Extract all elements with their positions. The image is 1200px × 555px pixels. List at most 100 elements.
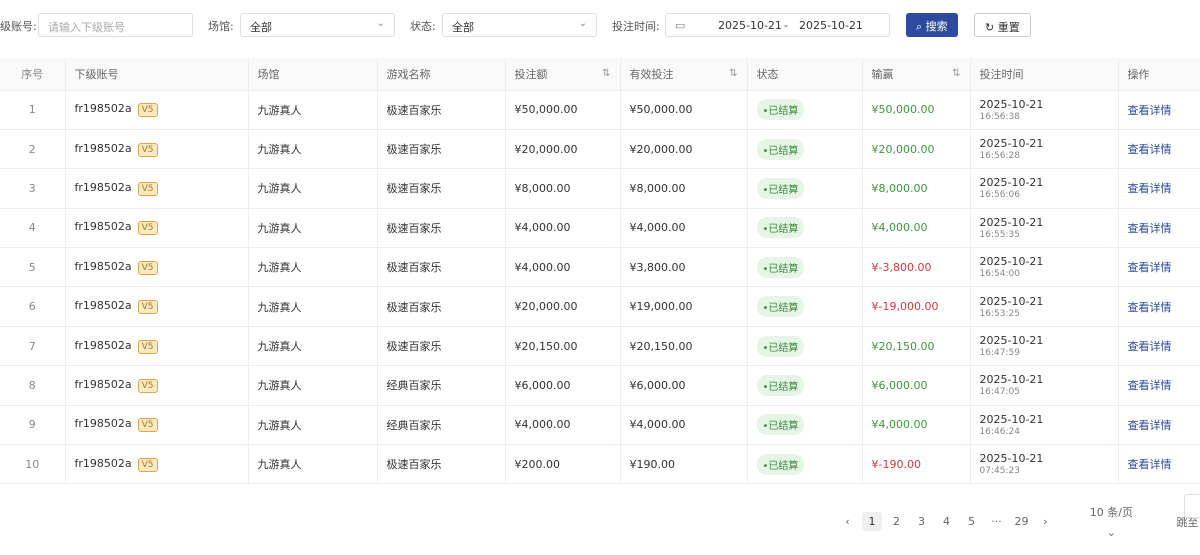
sort-icon[interactable]: ⇅ <box>952 68 961 79</box>
chevron-down-icon: ⌄ <box>376 18 385 29</box>
view-details-link[interactable]: 查看详情 <box>1127 182 1172 196</box>
page-size-select[interactable]: 10 条/页 ⌄ <box>1076 498 1147 545</box>
row-index: 9 <box>0 405 66 446</box>
chevron-down-icon: ⌄ <box>578 18 587 29</box>
time-label: 投注时间: <box>612 20 660 33</box>
time-cell: 2025-10-21 16:47:59 <box>970 326 1119 367</box>
view-details-link[interactable]: 查看详情 <box>1127 418 1172 432</box>
action-cell: 查看详情 <box>1118 208 1200 249</box>
account-id: fr198502a <box>74 259 132 273</box>
jump-label: 跳至 <box>1176 515 1199 529</box>
col-valid-label: 有效投注 <box>629 67 674 81</box>
bet-table: 序号 下级账号 场馆 游戏名称 投注额 ⇅ 有效投注 ⇅ 状态 输赢 ⇅ 投注时间 操… <box>0 58 1200 485</box>
status-cell: •已结算 <box>747 444 863 485</box>
venue-cell: 九游真人 <box>248 405 378 446</box>
venue-select[interactable]: 全部 ⌄ <box>240 13 395 37</box>
page-button[interactable]: 4 <box>943 515 950 528</box>
bet-date: 2025-10-21 <box>979 334 1044 348</box>
col-winloss[interactable]: 输赢 ⇅ <box>862 58 971 91</box>
col-bet[interactable]: 投注额 ⇅ <box>505 58 621 91</box>
bet-time: 16:47:05 <box>979 387 1020 398</box>
account-input[interactable]: 请输入下级账号 <box>38 13 193 37</box>
status-value: 全部 <box>452 21 474 34</box>
row-index: 7 <box>0 326 66 367</box>
view-details-link[interactable]: 查看详情 <box>1127 103 1172 117</box>
account-id: fr198502a <box>74 220 132 234</box>
time-cell: 2025-10-21 07:45:23 <box>970 444 1119 485</box>
vip-badge: V5 <box>137 181 158 196</box>
chevron-down-icon: ⌄ <box>1106 526 1116 539</box>
view-details-link[interactable]: 查看详情 <box>1127 379 1172 393</box>
page-button[interactable]: 5 <box>968 515 975 528</box>
action-cell: 查看详情 <box>1118 90 1200 130</box>
prev-page-button[interactable]: ‹ <box>845 515 850 528</box>
venue-label: 场馆: <box>208 20 234 33</box>
action-cell: 查看详情 <box>1118 129 1200 170</box>
jump-page-input[interactable] <box>1184 494 1200 518</box>
search-button[interactable]: ⌕ 搜索 <box>906 13 958 37</box>
bet-time: 16:47:59 <box>979 348 1020 359</box>
bet-time: 16:53:25 <box>979 308 1020 319</box>
view-details-link[interactable]: 查看详情 <box>1127 261 1172 275</box>
page-button[interactable]: 29 <box>1014 515 1029 528</box>
view-details-link[interactable]: 查看详情 <box>1127 340 1172 354</box>
date-range-picker[interactable]: ▭ 2025-10-21 - 2025-10-21 <box>665 13 890 37</box>
page-button[interactable]: 3 <box>918 515 925 528</box>
page-button[interactable]: 2 <box>893 515 900 528</box>
venue-cell: 九游真人 <box>248 90 378 130</box>
winloss-cell: ¥4,000.00 <box>862 405 971 446</box>
sort-icon[interactable]: ⇅ <box>602 68 611 79</box>
status-cell: •已结算 <box>747 208 863 249</box>
account-cell: fr198502a V5 <box>65 168 249 209</box>
reset-button[interactable]: ↻ 重置 <box>974 13 1031 37</box>
filter-bar: 级账号: 请输入下级账号 场馆: 全部 ⌄ 状态: 全部 ⌄ 投注时间: ▭ 202… <box>0 13 1200 37</box>
more-pages-button[interactable]: ··· <box>991 515 1002 528</box>
col-status: 状态 <box>747 58 863 91</box>
bet-cell: ¥6,000.00 <box>505 365 621 406</box>
table-row: 4 fr198502a V5 九游真人 极速百家乐 ¥4,000.00 ¥4,00… <box>0 208 1200 249</box>
row-index: 3 <box>0 168 66 209</box>
refresh-icon: ↻ <box>985 21 995 34</box>
bet-date: 2025-10-21 <box>979 137 1044 151</box>
view-details-link[interactable]: 查看详情 <box>1127 300 1172 314</box>
account-cell: fr198502a V5 <box>65 444 249 485</box>
table-row: 10 fr198502a V5 九游真人 极速百家乐 ¥200.00 ¥190.0… <box>0 444 1200 485</box>
row-index: 2 <box>0 129 66 170</box>
time-cell: 2025-10-21 16:56:06 <box>970 168 1119 209</box>
status-badge: •已结算 <box>756 217 805 239</box>
vip-badge: V5 <box>137 300 158 315</box>
bet-time: 16:56:28 <box>979 151 1020 162</box>
row-index: 4 <box>0 208 66 249</box>
page-button[interactable]: 1 <box>862 512 882 531</box>
next-page-button[interactable]: › <box>1043 515 1048 528</box>
account-label: 级账号: <box>0 20 37 33</box>
action-cell: 查看详情 <box>1118 405 1200 446</box>
account-id: fr198502a <box>74 102 132 116</box>
game-cell: 极速百家乐 <box>377 168 506 209</box>
view-details-link[interactable]: 查看详情 <box>1127 458 1172 472</box>
account-cell: fr198502a V5 <box>65 286 249 327</box>
game-cell: 极速百家乐 <box>377 326 506 367</box>
sort-icon[interactable]: ⇅ <box>729 68 738 79</box>
col-valid-bet[interactable]: 有效投注 ⇅ <box>620 58 748 91</box>
view-details-link[interactable]: 查看详情 <box>1127 221 1172 235</box>
table-row: 6 fr198502a V5 九游真人 极速百家乐 ¥20,000.00 ¥19,… <box>0 286 1200 327</box>
view-details-link[interactable]: 查看详情 <box>1127 143 1172 157</box>
status-badge: •已结算 <box>756 256 805 278</box>
table-row: 2 fr198502a V5 九游真人 极速百家乐 ¥20,000.00 ¥20,… <box>0 129 1200 170</box>
bet-time: 16:56:06 <box>979 190 1020 201</box>
time-cell: 2025-10-21 16:46:24 <box>970 405 1119 446</box>
table-row: 8 fr198502a V5 九游真人 经典百家乐 ¥6,000.00 ¥6,00… <box>0 365 1200 406</box>
page-size-value: 10 条/页 <box>1089 506 1133 519</box>
status-select[interactable]: 全部 ⌄ <box>442 13 597 37</box>
valid-bet-cell: ¥4,000.00 <box>620 405 748 446</box>
bet-cell: ¥4,000.00 <box>505 247 621 288</box>
account-cell: fr198502a V5 <box>65 326 249 367</box>
date-to: 2025-10-21 <box>799 19 863 32</box>
col-winloss-label: 输赢 <box>871 67 894 81</box>
status-badge: •已结算 <box>756 374 805 396</box>
time-cell: 2025-10-21 16:56:38 <box>970 90 1119 130</box>
venue-cell: 九游真人 <box>248 286 378 327</box>
account-cell: fr198502a V5 <box>65 247 249 288</box>
account-cell: fr198502a V5 <box>65 365 249 406</box>
